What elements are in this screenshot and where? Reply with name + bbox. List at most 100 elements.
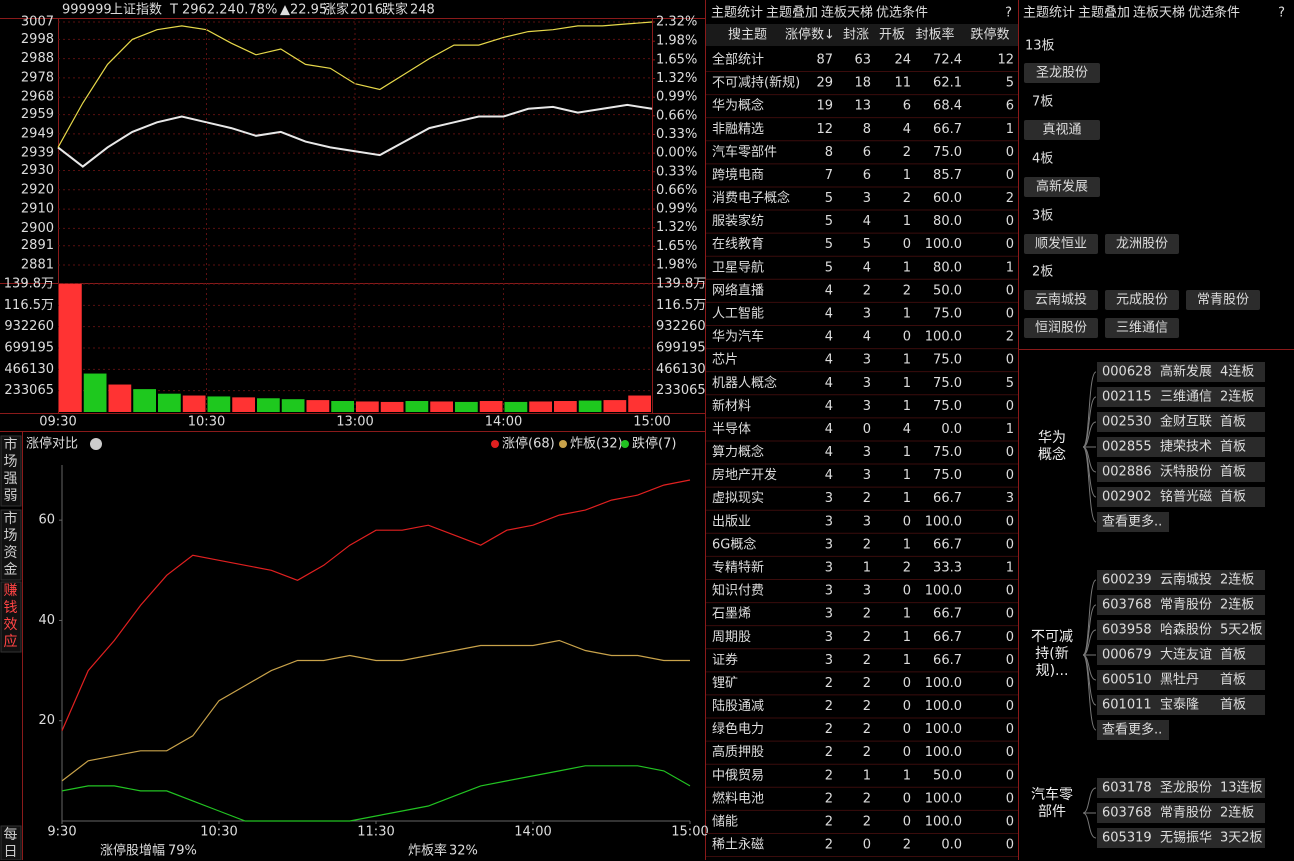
side-tab[interactable]: 市场强弱 [3,437,18,504]
stock-tag[interactable]: 13连板 [1220,780,1263,796]
stock-name[interactable]: 捷荣技术 [1160,440,1212,455]
stock-button-label[interactable]: 恒润股份 [1035,321,1087,336]
stock-name[interactable]: 黑牡丹 [1160,673,1199,688]
tab[interactable]: 主题叠加 [1078,6,1130,21]
stock-code[interactable]: 002855 [1102,440,1152,455]
stock-tag[interactable]: 首板 [1220,698,1246,713]
stock-tag[interactable]: 2连板 [1220,597,1254,613]
table-cell[interactable]: 石墨烯 [712,607,751,622]
stock-code[interactable]: 000679 [1102,648,1152,663]
table-cell[interactable]: 稀土永磁 [712,838,764,853]
stock-name[interactable]: 大连友谊 [1160,647,1212,663]
more-button[interactable] [1097,512,1169,532]
stock-button[interactable] [1105,318,1179,338]
tab[interactable]: 主题叠加 [766,6,818,21]
table-cell[interactable]: 新材料 [712,398,751,414]
stock-button[interactable] [1024,318,1098,338]
table-cell[interactable]: 在线教育 [712,236,764,252]
stock-tag[interactable]: 2连板 [1220,805,1254,821]
stock-tag[interactable]: 2连板 [1220,389,1254,405]
stock-name[interactable]: 无锡振华 [1160,831,1212,846]
stock-button[interactable] [1024,177,1100,197]
stock-code[interactable]: 603768 [1102,598,1152,613]
stock-tag[interactable]: 首板 [1220,673,1246,688]
table-cell[interactable]: 证券 [712,652,738,668]
table-cell[interactable]: 卫星导航 [712,259,764,275]
stock-name[interactable]: 沃特股份 [1160,465,1212,480]
stock-name[interactable]: 宝泰隆 [1160,698,1199,713]
table-cell[interactable]: 中俄贸易 [712,768,764,783]
stock-button[interactable] [1105,290,1179,310]
table-cell[interactable]: 跨境电商 [712,168,764,183]
stock-code[interactable]: 600239 [1102,573,1152,588]
table-cell[interactable]: 服装家纺 [712,213,764,229]
table-cell[interactable]: 虚拟现实 [712,491,764,506]
stock-row-bg[interactable] [1097,620,1265,640]
stock-name[interactable]: 圣龙股份 [1160,781,1212,796]
stock-tag[interactable]: 首板 [1220,465,1246,480]
table-cell[interactable]: 人工智能 [712,306,764,321]
stock-code[interactable]: 002902 [1102,490,1152,505]
table-cell[interactable]: 算力概念 [712,444,764,460]
more-button[interactable] [1097,720,1169,740]
stock-row-bg[interactable] [1097,803,1265,823]
table-cell[interactable]: 绿色电力 [712,721,764,737]
tab[interactable]: 主题统计 [711,6,763,21]
table-cell[interactable]: 锂矿 [712,676,738,691]
table-cell[interactable]: 汽车零部件 [712,144,777,160]
table-cell[interactable]: 华为汽车 [712,329,764,345]
stock-row-bg[interactable] [1097,487,1265,507]
table-cell[interactable]: 专精特新 [712,559,764,575]
table-cell[interactable]: 华为概念 [712,98,764,114]
stock-button-label[interactable]: 元成股份 [1116,293,1168,308]
side-tab[interactable]: 赚钱效应 [3,583,18,650]
table-cell[interactable]: 网络直播 [712,282,764,298]
table-cell[interactable]: 知识付费 [712,583,764,599]
stock-row-bg[interactable] [1097,645,1265,665]
tab[interactable]: ? [1005,6,1012,21]
stock-name[interactable]: 高新发展 [1160,364,1212,380]
stock-name[interactable]: 常青股份 [1160,806,1212,821]
stock-button[interactable] [1186,290,1260,310]
tab[interactable]: 优选条件 [876,5,928,21]
stock-code[interactable]: 600510 [1102,673,1152,688]
table-cell[interactable]: 6G概念 [712,536,756,552]
tab[interactable]: 优选条件 [1188,5,1240,21]
stock-row-bg[interactable] [1097,670,1265,690]
stock-row-bg[interactable] [1097,828,1265,848]
table-cell[interactable]: 消费电子概念 [712,190,790,206]
stock-code[interactable]: 603178 [1102,781,1152,796]
stock-name[interactable]: 云南城投 [1160,572,1212,588]
stock-name[interactable]: 铭普光磁 [1160,490,1212,505]
stock-button[interactable] [1024,120,1100,140]
table-header[interactable]: 跌停数 [970,27,1009,43]
stock-button-label[interactable]: 顺发恒业 [1035,236,1087,252]
stock-button[interactable] [1024,290,1098,310]
more-link[interactable]: 查看更多.. [1102,514,1162,530]
stock-code[interactable]: 603958 [1102,623,1152,638]
stock-tag[interactable]: 5天2板 [1220,623,1263,638]
stock-button[interactable] [1024,234,1098,254]
stock-tag[interactable]: 首板 [1220,490,1246,505]
stock-button-label[interactable]: 云南城投 [1035,292,1087,308]
stock-button-label[interactable]: 真视通 [1042,123,1081,138]
stock-button[interactable] [1024,63,1100,83]
side-tab[interactable]: 每日 [3,827,18,860]
stock-code[interactable]: 601011 [1102,698,1152,713]
table-cell[interactable]: 非融精选 [712,122,764,137]
stock-tag[interactable]: 3天2板 [1220,831,1263,846]
stock-row-bg[interactable] [1097,570,1265,590]
table-cell[interactable]: 出版业 [712,514,751,529]
table-header[interactable]: 涨停数↓ [785,27,835,43]
stock-code[interactable]: 000628 [1102,365,1152,380]
stock-code[interactable]: 002530 [1102,415,1152,430]
stock-row-bg[interactable] [1097,387,1265,407]
stock-name[interactable]: 三维通信 [1160,390,1212,405]
stock-row-bg[interactable] [1097,437,1265,457]
table-cell[interactable]: 芯片 [712,353,738,368]
tab[interactable]: ? [1278,6,1285,21]
stock-code[interactable]: 605319 [1102,831,1152,846]
side-tab[interactable]: 市场资金 [3,511,18,578]
stock-tag[interactable]: 首板 [1220,415,1246,430]
stock-row-bg[interactable] [1097,362,1265,382]
